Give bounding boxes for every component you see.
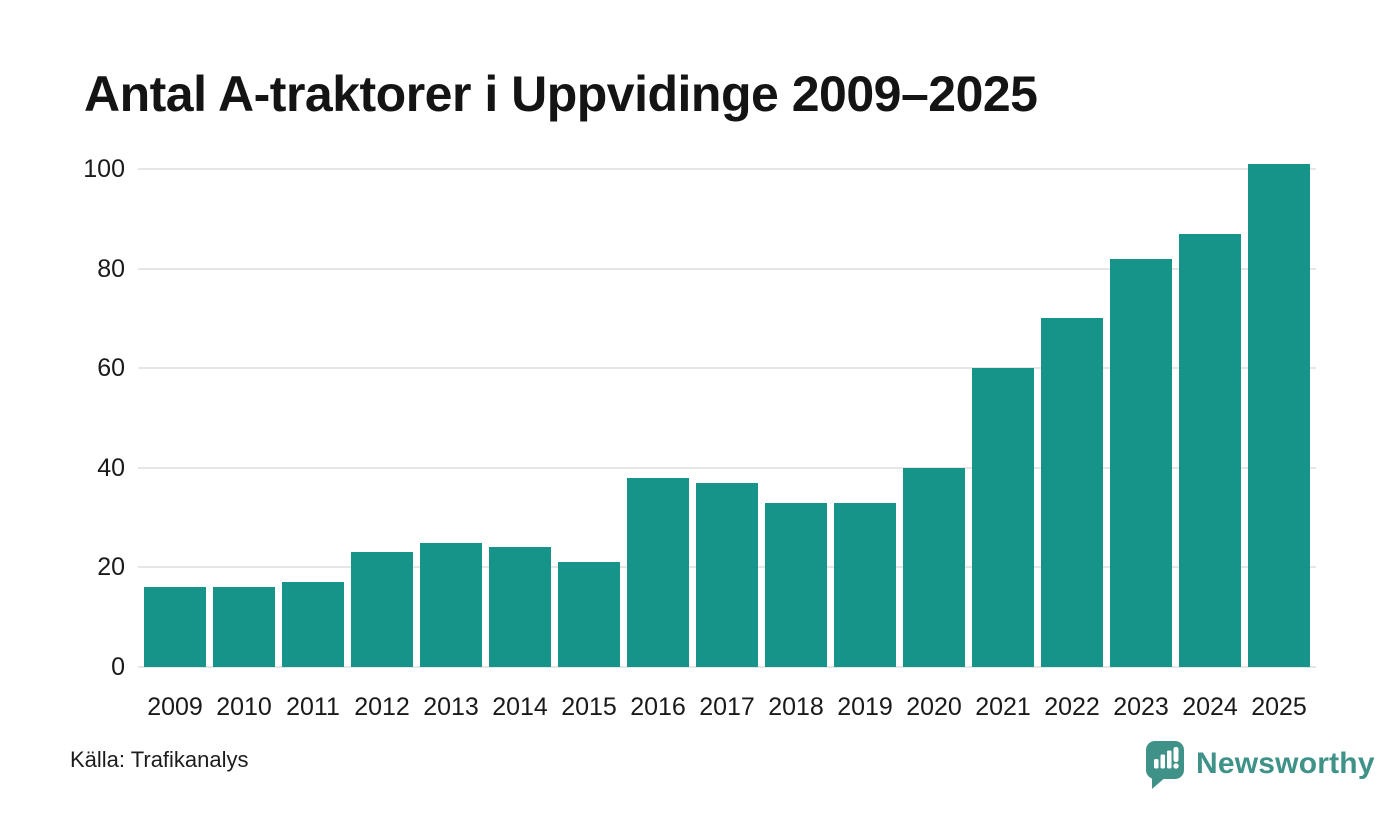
- x-tick-label: 2023: [1113, 693, 1169, 721]
- y-tick-label: 100: [83, 155, 125, 183]
- chart-title: Antal A-traktorer i Uppvidinge 2009–2025: [84, 66, 1038, 122]
- gridline-40: [138, 466, 1316, 469]
- newsworthy-brand[interactable]: Newsworthy: [1143, 738, 1375, 790]
- bar-2021[interactable]: [972, 368, 1034, 667]
- bar-2017[interactable]: [696, 482, 758, 667]
- gridline-60: [138, 367, 1316, 370]
- bar-2014[interactable]: [489, 547, 551, 667]
- bar-2025[interactable]: [1248, 164, 1310, 667]
- gridline-0: [138, 666, 1316, 668]
- x-tick-label: 2024: [1182, 693, 1238, 721]
- x-tick-label: 2009: [147, 693, 203, 721]
- y-tick-label: 40: [97, 453, 125, 482]
- plot-area: 0 20 40 60 80 100 2009 2010 2011 2012 2013 2014 201…: [83, 155, 1316, 721]
- x-tick-label: 2012: [354, 693, 410, 721]
- x-tick-label: 2010: [216, 693, 272, 721]
- x-axis-labels: 2009 2010 2011 2012 2013 2014 2015 2016 2017 2018…: [138, 693, 1316, 722]
- bar-2015[interactable]: [558, 562, 620, 667]
- bar-2019[interactable]: [834, 502, 896, 667]
- y-tick-label: 20: [97, 553, 125, 582]
- bar-series: [138, 164, 1316, 667]
- x-tick-label: 2021: [975, 693, 1031, 721]
- bar-2009[interactable]: [144, 587, 206, 667]
- x-tick-label: 2019: [837, 693, 893, 721]
- x-tick-label: 2016: [630, 693, 686, 721]
- x-tick-label: 2022: [1044, 693, 1100, 721]
- x-tick-label: 2017: [699, 693, 755, 721]
- gridline-100: [138, 168, 1316, 170]
- x-tick-label: 2015: [561, 693, 617, 721]
- bar-2013[interactable]: [420, 542, 482, 667]
- newsworthy-wordmark: Newsworthy: [1196, 747, 1375, 780]
- bar-2023[interactable]: [1110, 258, 1172, 667]
- bar-2020[interactable]: [903, 467, 965, 667]
- bar-2011[interactable]: [282, 582, 344, 667]
- x-tick-label: 2020: [906, 693, 962, 721]
- x-tick-label: 2011: [286, 693, 340, 721]
- gridline-80: [138, 267, 1316, 270]
- x-tick-label: 2018: [768, 693, 824, 721]
- bar-2018[interactable]: [765, 502, 827, 667]
- x-tick-label: 2013: [423, 693, 479, 721]
- bar-2016[interactable]: [627, 477, 689, 667]
- y-tick-label: 60: [97, 354, 125, 383]
- y-tick-label: 80: [97, 254, 125, 283]
- x-tick-label: 2025: [1251, 693, 1307, 721]
- bar-2010[interactable]: [213, 587, 275, 667]
- bar-2024[interactable]: [1179, 233, 1241, 667]
- bar-2022[interactable]: [1041, 318, 1103, 667]
- x-tick-label: 2014: [492, 693, 548, 721]
- y-tick-label: 0: [111, 653, 125, 681]
- newsworthy-logo-icon: [1146, 741, 1184, 789]
- source-label: Källa: Trafikanalys: [70, 747, 249, 772]
- bar-2012[interactable]: [351, 552, 413, 667]
